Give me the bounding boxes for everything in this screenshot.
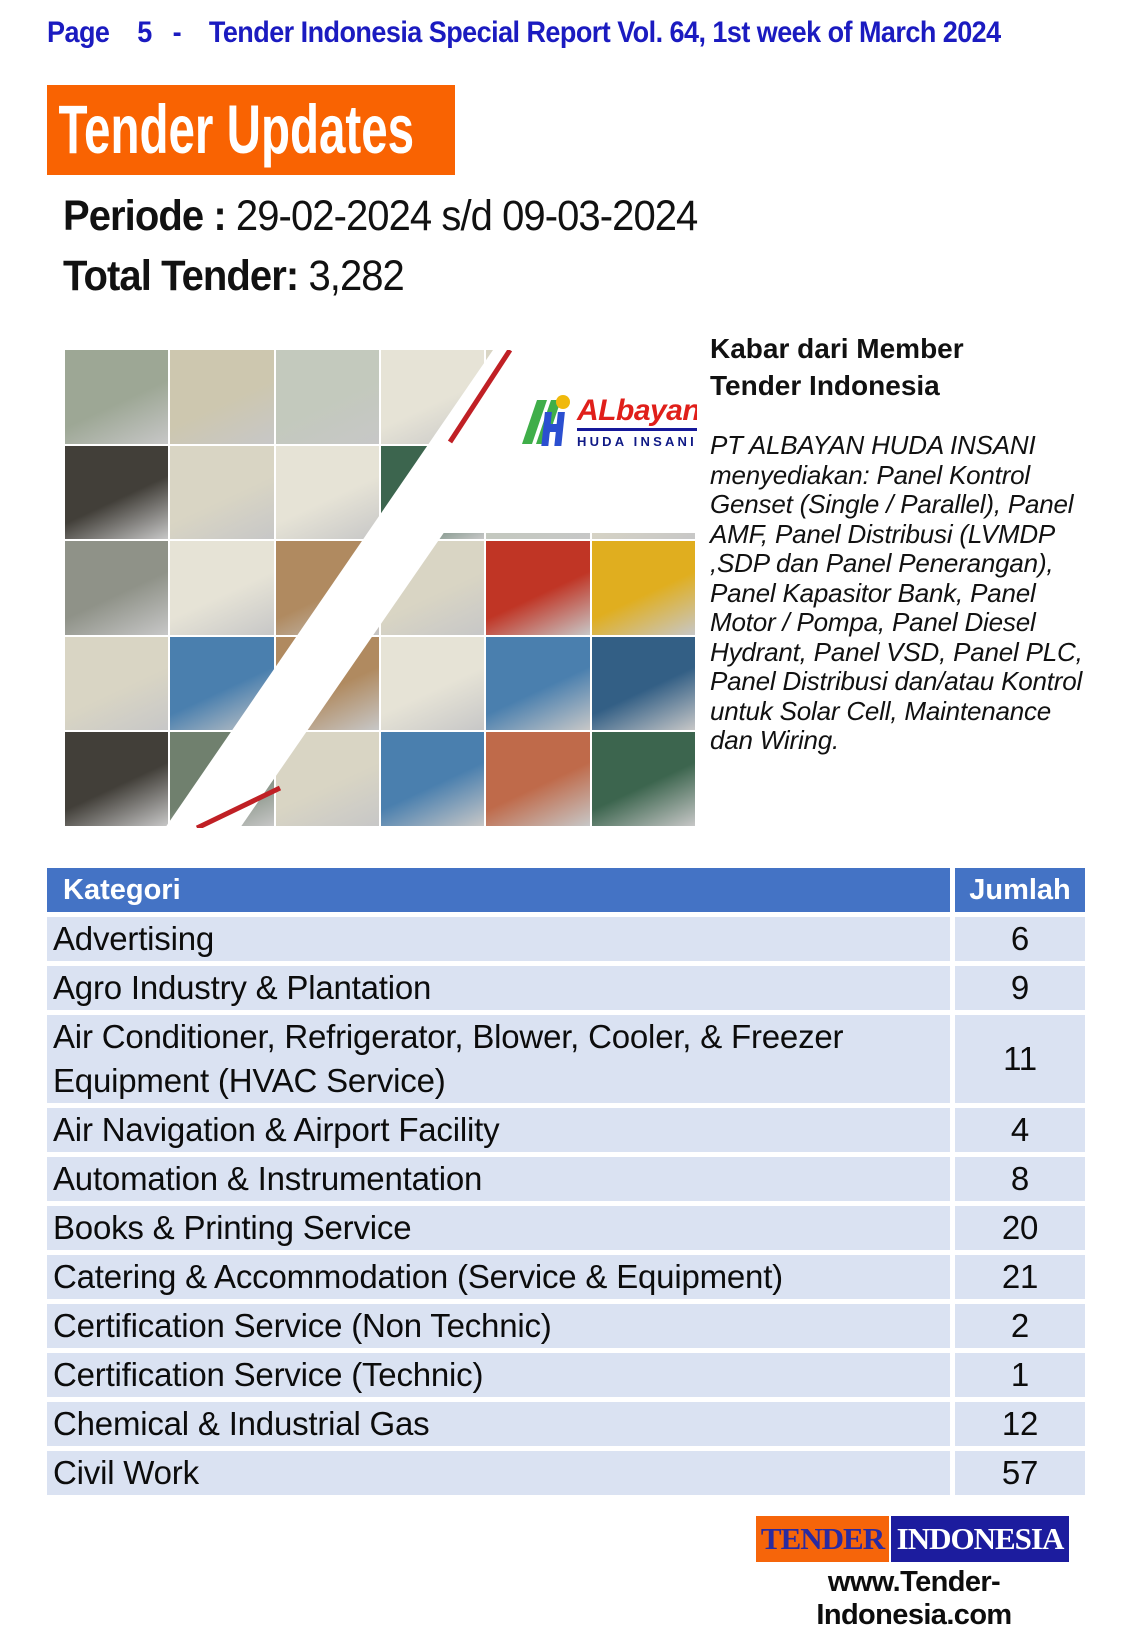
kategori-cell: Agro Industry & Plantation [47,966,955,1010]
kategori-cell: Civil Work [47,1451,955,1495]
page-header: Page 5 - Tender Indonesia Special Report… [47,16,1001,49]
kategori-cell: Automation & Instrumentation [47,1157,955,1201]
albayan-rule [577,428,697,431]
jumlah-header: Jumlah [955,868,1085,912]
banner-title: Tender Updates [58,90,415,168]
table-row: Civil Work 57 [47,1451,1085,1495]
collage-photo-tile [65,636,169,731]
kategori-cell: Catering & Accommodation (Service & Equi… [47,1255,955,1299]
collage-photo-tile [65,541,169,635]
tender-updates-banner: Tender Updates [47,85,455,175]
tender-logo-right: INDONESIA [891,1516,1069,1562]
tender-indonesia-logo: TENDER INDONESIA [756,1516,1069,1562]
collage-photo-tile [486,732,590,826]
member-note-heading-line1: Kabar dari Member [710,333,964,364]
collage-photo-tile [486,636,590,731]
member-note-body: PT ALBAYAN HUDA INSANI menyediakan: Pane… [710,430,1083,755]
kategori-cell: Certification Service (Technic) [47,1353,955,1397]
member-note: Kabar dari Member Tender Indonesia PT AL… [710,330,1085,756]
red-diagonal-bottom [195,785,282,828]
table-row: Certification Service (Non Technic) 2 [47,1304,1085,1348]
diagonal-slash [165,350,697,828]
kategori-cell: Certification Service (Non Technic) [47,1304,955,1348]
jumlah-cell: 11 [955,1015,1085,1103]
periode-line: Periode : 29-02-2024 s/d 09-03-2024 [63,192,698,241]
jumlah-cell: 6 [955,917,1085,961]
collage-photo-tile [380,636,485,731]
collage-photo-tile [380,732,485,826]
collage-photo-tile [65,445,169,540]
total-tender-line: Total Tender: 3,282 [63,252,405,301]
tender-logo-left: TENDER [756,1516,889,1562]
kategori-header: Kategori [47,868,955,912]
albayan-brand-text: ALbayan [577,394,697,427]
table-row: Chemical & Industrial Gas 12 [47,1402,1085,1446]
collage-photo-tile [591,541,695,635]
jumlah-cell: 8 [955,1157,1085,1201]
kategori-cell: Air Conditioner, Refrigerator, Blower, C… [47,1015,955,1103]
albayan-subtext: HUDA INSANI [577,434,697,449]
collage-photo-tile [275,350,379,444]
periode-label: Periode : [63,192,227,240]
jumlah-cell: 57 [955,1451,1085,1495]
table-row: Certification Service (Technic) 1 [47,1353,1085,1397]
collage-photo-tile [170,445,274,540]
collage-photo-tile [275,445,379,540]
table-row: Agro Industry & Plantation 9 [47,966,1085,1010]
collage-photo-tile [591,732,695,826]
total-tender-label: Total Tender: [63,252,299,300]
jumlah-cell: 4 [955,1108,1085,1152]
table-row: Advertising 6 [47,917,1085,961]
jumlah-cell: 21 [955,1255,1085,1299]
table-row: Air Conditioner, Refrigerator, Blower, C… [47,1015,1085,1103]
collage-photo-tile [486,541,590,635]
collage-photo-tile [65,732,169,826]
category-table: Kategori Jumlah Advertising 6 Agro Industr… [47,863,1085,1500]
footer-url[interactable]: www.Tender-Indonesia.com [816,1566,1012,1625]
table-row: Books & Printing Service 20 [47,1206,1085,1250]
total-tender-value: 3,282 [308,252,404,300]
table-row: Air Navigation & Airport Facility 4 [47,1108,1085,1152]
periode-value: 29-02-2024 s/d 09-03-2024 [235,192,698,240]
table-row: Catering & Accommodation (Service & Equi… [47,1255,1085,1299]
jumlah-cell: 12 [955,1402,1085,1446]
jumlah-cell: 1 [955,1353,1085,1397]
jumlah-cell: 9 [955,966,1085,1010]
kategori-cell: Advertising [47,917,955,961]
kategori-cell: Air Navigation & Airport Facility [47,1108,955,1152]
albayan-logo: ALbayan HUDA INSANI [520,392,697,452]
kategori-cell: Books & Printing Service [47,1206,955,1250]
photo-collage: ALbayan HUDA INSANI [65,350,697,828]
collage-photo-tile [170,541,274,635]
jumlah-cell: 2 [955,1304,1085,1348]
table-header-row: Kategori Jumlah [47,868,1085,912]
kategori-cell: Chemical & Industrial Gas [47,1402,955,1446]
collage-photo-tile [591,636,695,731]
albayan-logo-mark [522,395,570,446]
member-note-heading-line2: Tender Indonesia [710,370,940,401]
jumlah-cell: 20 [955,1206,1085,1250]
red-diagonal-top [447,350,513,444]
collage-photo-tile [170,350,274,444]
collage-photo-tile [65,350,169,444]
member-note-heading: Kabar dari Member Tender Indonesia [710,330,1085,404]
table-row: Automation & Instrumentation 8 [47,1157,1085,1201]
